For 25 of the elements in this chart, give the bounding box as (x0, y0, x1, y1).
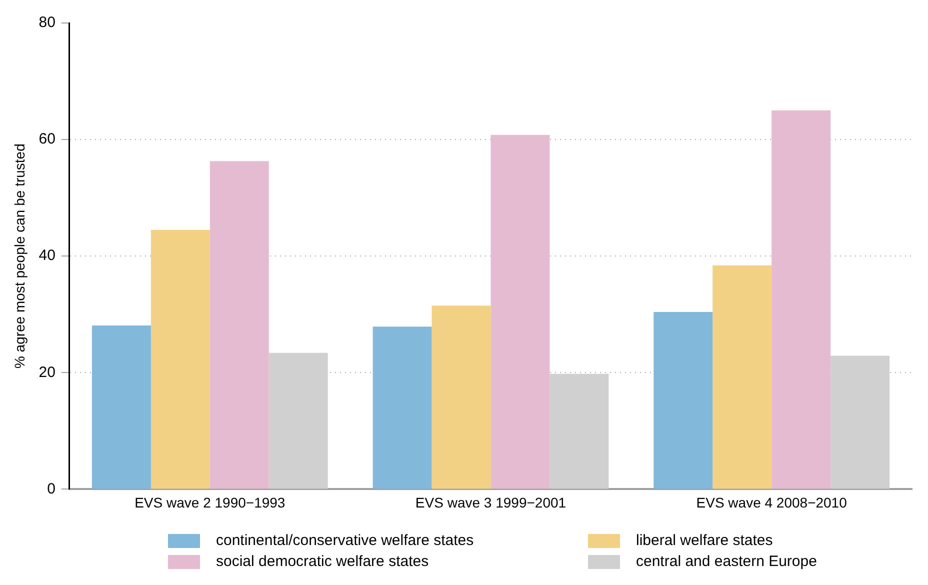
bar (772, 110, 831, 489)
legend-label: continental/conservative welfare states (216, 532, 474, 549)
legend-label: liberal welfare states (636, 532, 773, 549)
bar (830, 356, 890, 489)
y-tick-label: 60 (38, 130, 56, 148)
legend-label: social democratic welfare states (216, 553, 429, 570)
bar (150, 230, 210, 489)
x-tick-label: EVS wave 2 1990−1993 (134, 494, 286, 510)
bar (550, 374, 609, 489)
bar (268, 352, 328, 489)
bar (210, 161, 269, 489)
bar (712, 265, 772, 489)
y-axis-title: % agree most people can be trusted (11, 144, 28, 369)
legend-label: central and eastern Europe (636, 553, 817, 570)
y-tick-label: 40 (38, 247, 56, 264)
y-tick-label: 20 (38, 364, 56, 381)
bar (490, 134, 550, 489)
x-tick-label: EVS wave 4 2008−2010 (696, 494, 848, 510)
bar (372, 326, 432, 489)
y-tick-label: 0 (47, 480, 56, 498)
bar (654, 312, 713, 489)
bar (432, 306, 491, 489)
y-tick-label: 80 (38, 14, 56, 32)
x-tick-label: EVS wave 3 1999−2001 (415, 494, 566, 510)
bar (92, 325, 151, 489)
